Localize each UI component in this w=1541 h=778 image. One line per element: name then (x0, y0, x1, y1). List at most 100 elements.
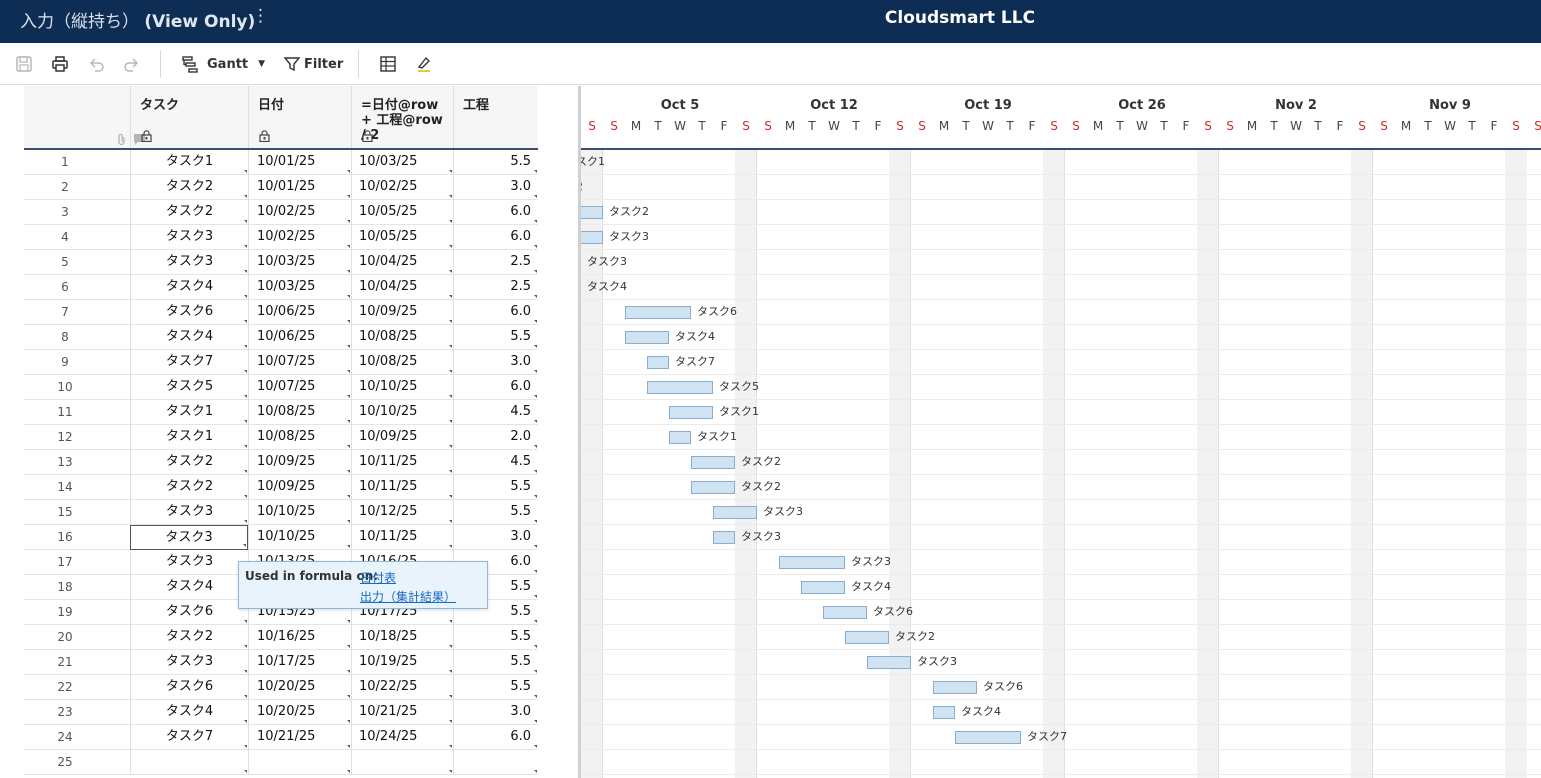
cell-end-date[interactable]: 10/04/25 (351, 275, 453, 300)
table-row[interactable]: 6 タスク4 10/03/25 10/04/25 2.5 (24, 275, 538, 300)
cell-duration[interactable]: 6.0 (453, 725, 538, 750)
gantt-bar[interactable] (933, 706, 955, 719)
table-row[interactable]: 1 タスク1 10/01/25 10/03/25 5.5 (24, 150, 538, 175)
cell-duration[interactable]: 6.0 (453, 225, 538, 250)
cell-start-date[interactable]: 10/07/25 (248, 350, 351, 375)
cell-start-date[interactable]: 10/03/25 (248, 250, 351, 275)
cell-end-date[interactable]: 10/11/25 (351, 475, 453, 500)
gantt-bar[interactable] (933, 681, 977, 694)
table-row[interactable]: 2 タスク2 10/01/25 10/02/25 3.0 (24, 175, 538, 200)
redo-icon[interactable] (123, 52, 141, 76)
cell-duration[interactable]: 2.0 (453, 425, 538, 450)
cell-duration[interactable]: 5.5 (453, 650, 538, 675)
cell-end-date[interactable]: 10/22/25 (351, 675, 453, 700)
cell-task[interactable]: タスク2 (130, 175, 248, 200)
gantt-bar[interactable] (581, 206, 603, 219)
table-row[interactable]: 24 タスク7 10/21/25 10/24/25 6.0 (24, 725, 538, 750)
table-row[interactable]: 25 (24, 750, 538, 775)
cell-end-date[interactable]: 10/08/25 (351, 325, 453, 350)
table-row[interactable]: 14 タスク2 10/09/25 10/11/25 5.5 (24, 475, 538, 500)
cell-end-date[interactable]: 10/21/25 (351, 700, 453, 725)
gantt-bar[interactable] (823, 606, 867, 619)
cell-task[interactable]: タスク4 (130, 325, 248, 350)
table-row[interactable]: 4 タスク3 10/02/25 10/05/25 6.0 (24, 225, 538, 250)
cell-task[interactable]: タスク2 (130, 625, 248, 650)
grid-view-icon[interactable] (379, 52, 397, 76)
cell-start-date[interactable]: 10/02/25 (248, 200, 351, 225)
tooltip-link-date-table[interactable]: 日付表 (360, 571, 397, 585)
cell-duration[interactable]: 5.5 (453, 150, 538, 175)
cell-start-date[interactable]: 10/08/25 (248, 400, 351, 425)
cell-task[interactable]: タスク5 (130, 375, 248, 400)
cell-duration[interactable]: 5.5 (453, 500, 538, 525)
cell-end-date[interactable]: 10/10/25 (351, 400, 453, 425)
cell-task[interactable]: タスク3 (130, 250, 248, 275)
cell-end-date[interactable]: 10/19/25 (351, 650, 453, 675)
cell-duration[interactable]: 5.5 (453, 675, 538, 700)
cell-duration[interactable]: 3.0 (453, 175, 538, 200)
cell-duration[interactable]: 5.5 (453, 325, 538, 350)
cell-duration[interactable]: 2.5 (453, 250, 538, 275)
cell-task[interactable] (130, 750, 248, 775)
table-row[interactable]: 9 タスク7 10/07/25 10/08/25 3.0 (24, 350, 538, 375)
cell-duration[interactable]: 5.5 (453, 600, 538, 625)
cell-start-date[interactable]: 10/09/25 (248, 475, 351, 500)
cell-task[interactable]: タスク2 (130, 200, 248, 225)
cell-end-date[interactable]: 10/09/25 (351, 300, 453, 325)
cell-end-date[interactable]: 10/02/25 (351, 175, 453, 200)
cell-end-date[interactable]: 10/24/25 (351, 725, 453, 750)
more-options-icon[interactable]: ⋮ (252, 6, 269, 26)
table-row[interactable]: 23 タスク4 10/20/25 10/21/25 3.0 (24, 700, 538, 725)
cell-task[interactable]: タスク2 (130, 475, 248, 500)
cell-task[interactable]: タスク2 (130, 450, 248, 475)
gantt-bar[interactable] (713, 506, 757, 519)
cell-start-date[interactable]: 10/17/25 (248, 650, 351, 675)
gantt-bar[interactable] (647, 381, 713, 394)
cell-start-date[interactable]: 10/10/25 (248, 525, 351, 550)
cell-task[interactable]: タスク6 (130, 600, 248, 625)
cell-start-date[interactable]: 10/01/25 (248, 150, 351, 175)
cell-start-date[interactable]: 10/20/25 (248, 700, 351, 725)
gantt-bar[interactable] (691, 481, 735, 494)
cell-task[interactable]: タスク4 (130, 275, 248, 300)
gantt-bar[interactable] (581, 231, 603, 244)
table-row[interactable]: 3 タスク2 10/02/25 10/05/25 6.0 (24, 200, 538, 225)
cell-start-date[interactable]: 10/10/25 (248, 500, 351, 525)
gantt-bar[interactable] (801, 581, 845, 594)
cell-end-date[interactable]: 10/05/25 (351, 200, 453, 225)
cell-end-date[interactable]: 10/12/25 (351, 500, 453, 525)
cell-duration[interactable]: 6.0 (453, 300, 538, 325)
cell-duration[interactable]: 3.0 (453, 525, 538, 550)
table-row[interactable]: 15 タスク3 10/10/25 10/12/25 5.5 (24, 500, 538, 525)
cell-task[interactable]: タスク1 (130, 150, 248, 175)
cell-end-date[interactable]: 10/05/25 (351, 225, 453, 250)
cell-task[interactable]: タスク1 (130, 400, 248, 425)
cell-end-date[interactable]: 10/08/25 (351, 350, 453, 375)
cell-end-date[interactable]: 10/04/25 (351, 250, 453, 275)
table-row[interactable]: 12 タスク1 10/08/25 10/09/25 2.0 (24, 425, 538, 450)
view-switcher[interactable]: Gantt ▼ (181, 52, 265, 76)
table-row[interactable]: 11 タスク1 10/08/25 10/10/25 4.5 (24, 400, 538, 425)
cell-duration[interactable]: 6.0 (453, 200, 538, 225)
table-row[interactable]: 7 タスク6 10/06/25 10/09/25 6.0 (24, 300, 538, 325)
table-row[interactable]: 20 タスク2 10/16/25 10/18/25 5.5 (24, 625, 538, 650)
table-row[interactable]: 5 タスク3 10/03/25 10/04/25 2.5 (24, 250, 538, 275)
table-row[interactable]: 22 タスク6 10/20/25 10/22/25 5.5 (24, 675, 538, 700)
cell-task[interactable]: タスク4 (130, 700, 248, 725)
cell-duration[interactable]: 6.0 (453, 375, 538, 400)
gantt-bar[interactable] (669, 431, 691, 444)
cell-task[interactable]: タスク6 (130, 675, 248, 700)
cell-task[interactable]: タスク3 (130, 525, 248, 550)
cell-duration[interactable]: 2.5 (453, 275, 538, 300)
cell-start-date[interactable]: 10/16/25 (248, 625, 351, 650)
gantt-bar[interactable] (625, 306, 691, 319)
column-header-task[interactable]: タスク (130, 86, 248, 148)
tooltip-link-output-summary[interactable]: 出力（集計結果） (360, 590, 457, 604)
cell-task[interactable]: タスク3 (130, 650, 248, 675)
gantt-bar[interactable] (845, 631, 889, 644)
cell-start-date[interactable]: 10/06/25 (248, 300, 351, 325)
gantt-bar[interactable] (669, 406, 713, 419)
filter-button[interactable]: Filter (283, 52, 343, 76)
cell-task[interactable]: タスク7 (130, 350, 248, 375)
cell-duration[interactable]: 4.5 (453, 450, 538, 475)
